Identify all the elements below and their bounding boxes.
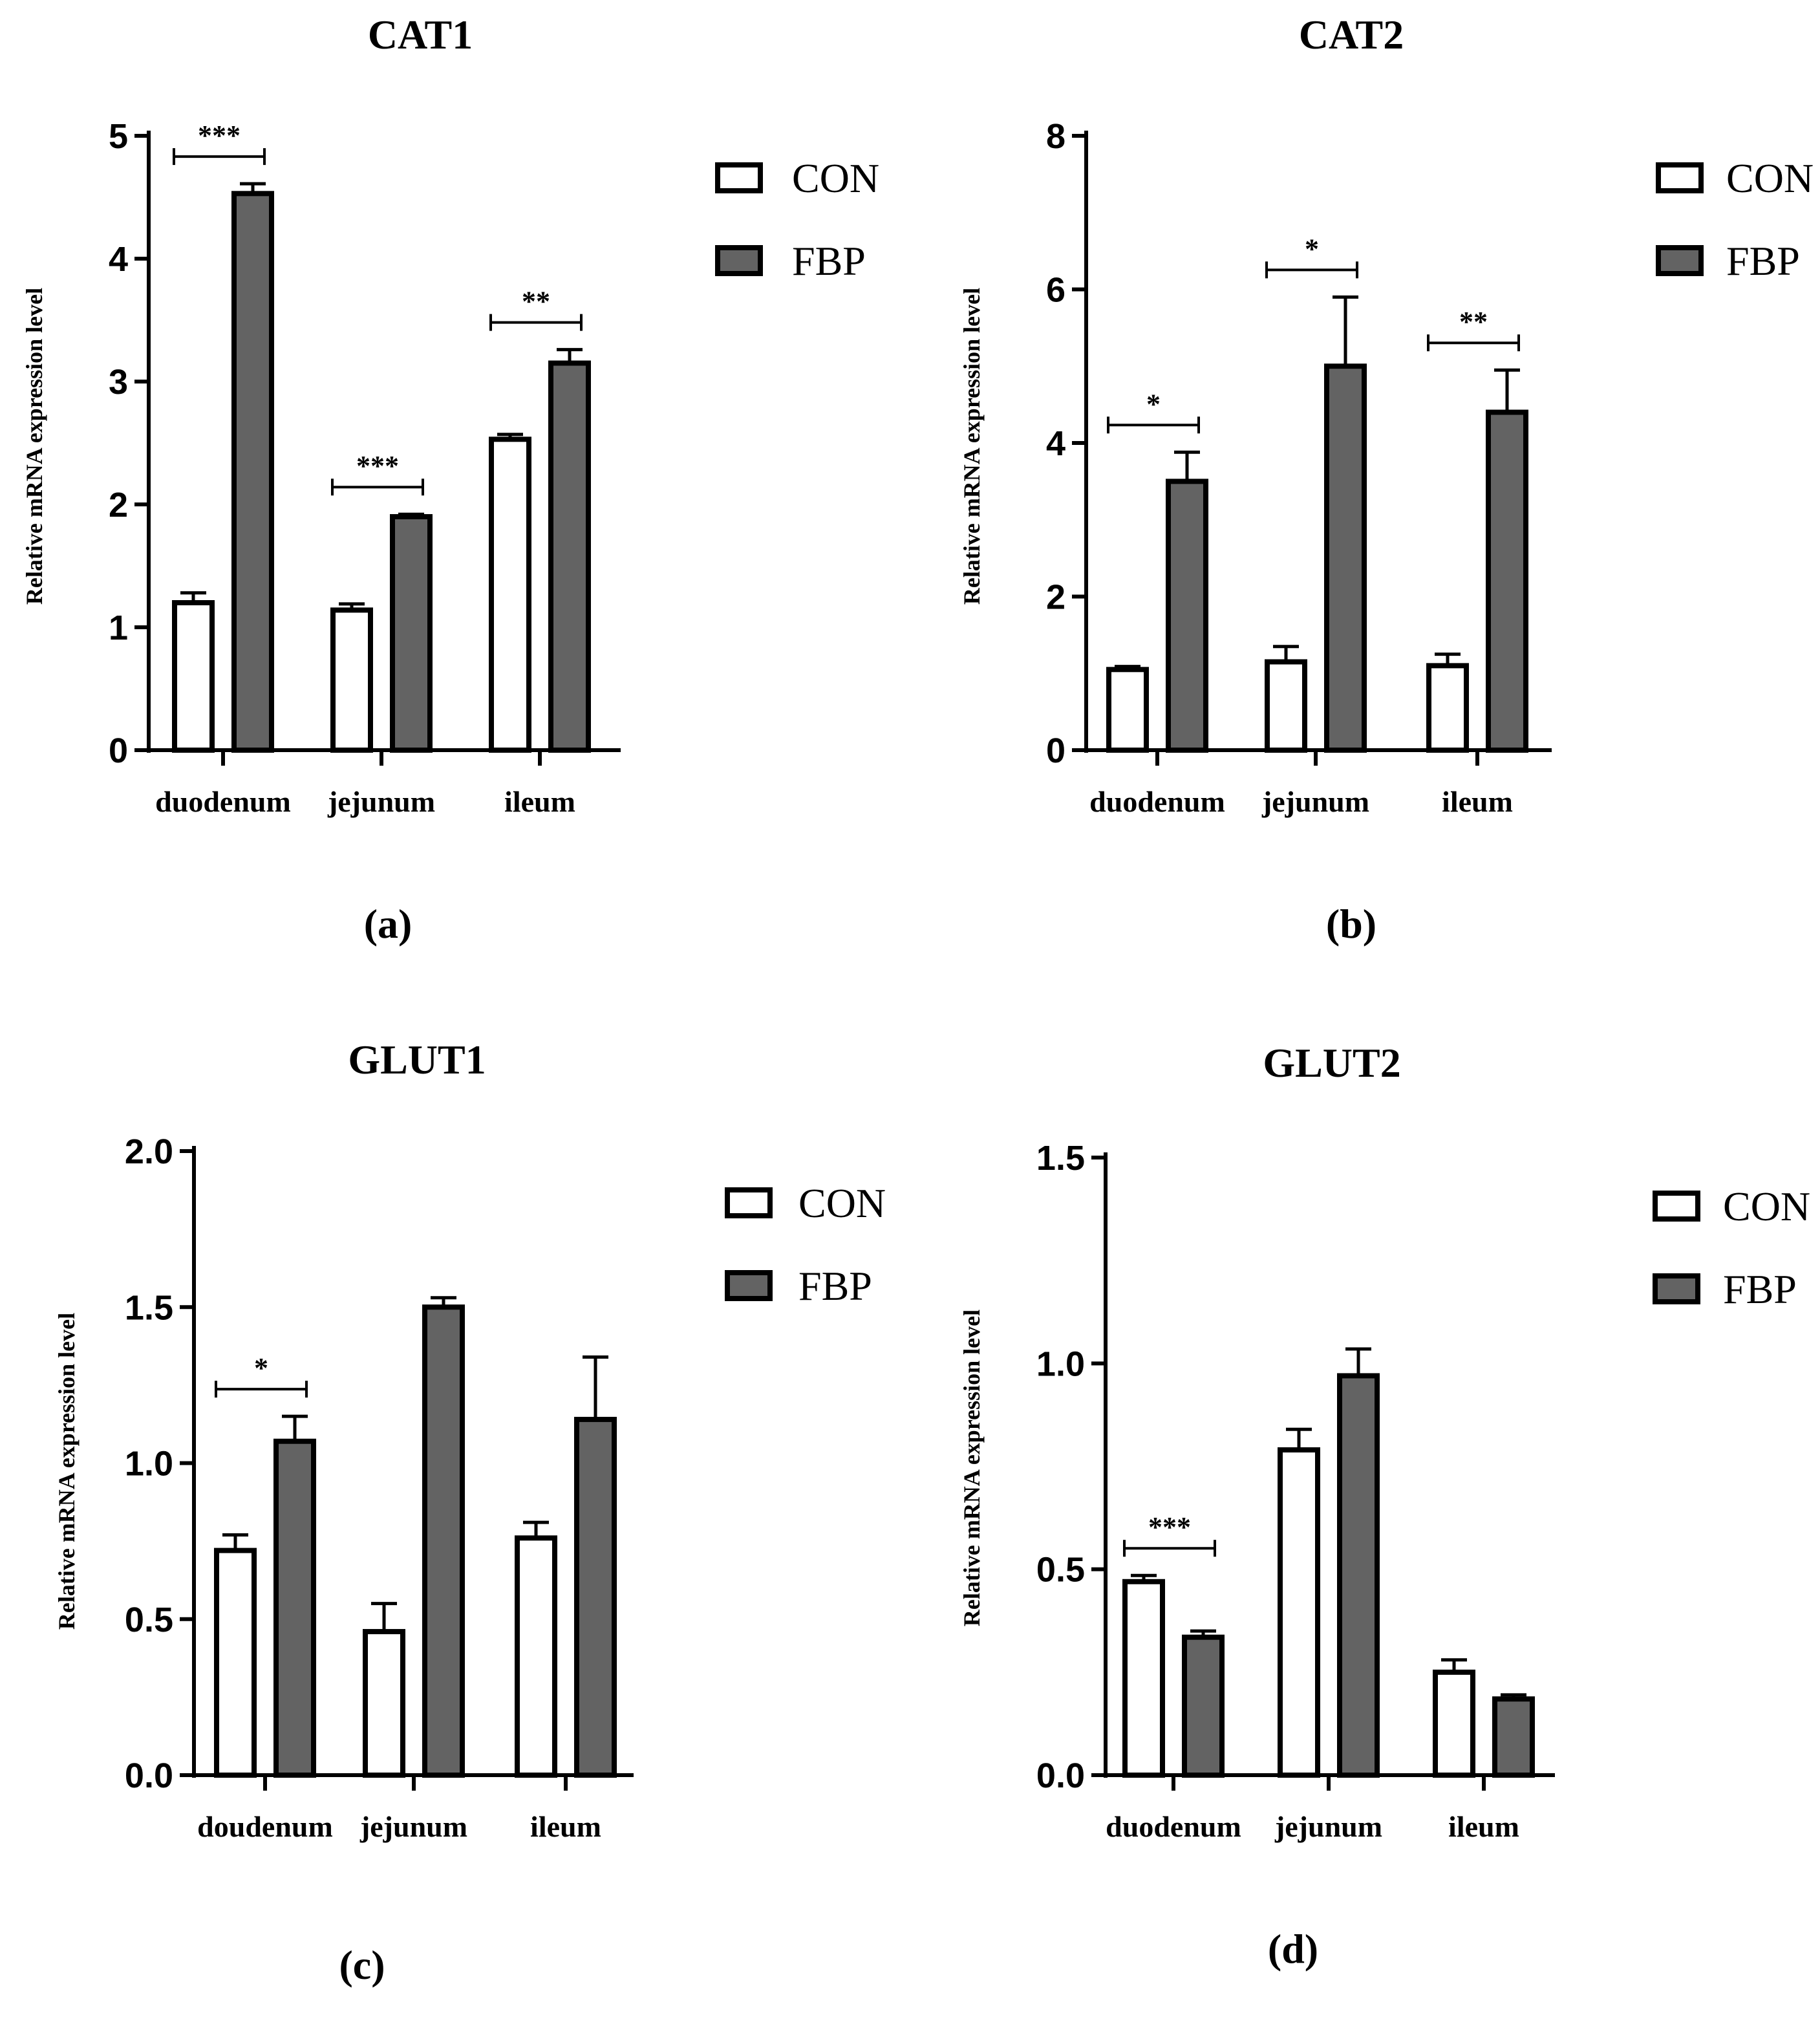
chart-title: CAT2 [1299, 12, 1404, 58]
significance-label: *** [356, 450, 399, 482]
y-tick-label: 0.0 [1036, 1756, 1085, 1795]
legend-swatch-fbp [715, 245, 763, 276]
x-tick-label: ileum [504, 785, 575, 818]
x-tick-label: doudenum [197, 1810, 333, 1843]
y-tick-label: 4 [109, 240, 128, 279]
y-tick-label: 6 [1046, 271, 1065, 310]
y-tick-label: 1.5 [1036, 1139, 1085, 1178]
bar-con [1122, 1579, 1165, 1778]
bar-fbp [1324, 363, 1367, 753]
y-tick-label: 1.5 [125, 1288, 173, 1327]
legend-label-fbp: FBP [798, 1263, 872, 1309]
x-tick-label: ileum [1448, 1810, 1519, 1843]
bar-fbp [273, 1438, 316, 1778]
y-tick-label: 4 [1046, 424, 1065, 463]
x-tick-label: ileum [530, 1810, 601, 1843]
panel-label: (c) [339, 1942, 385, 1988]
legend-swatch-con [715, 162, 763, 193]
y-tick-label: 2.0 [125, 1132, 173, 1171]
bar-con [1433, 1669, 1475, 1778]
y-axis-label: Relative mRNA expression level [959, 1310, 985, 1626]
x-tick-label: jejunum [327, 785, 435, 818]
bar-fbp [574, 1416, 617, 1778]
bar-con [515, 1535, 557, 1778]
bar-fbp [1182, 1634, 1225, 1778]
significance-label: * [1305, 233, 1319, 264]
y-tick-label: 0 [1046, 731, 1065, 770]
x-tick-label: duodenum [1106, 1810, 1241, 1843]
bar-fbp [1337, 1373, 1380, 1778]
y-axis-label: Relative mRNA expression level [21, 288, 47, 605]
significance-label: * [254, 1352, 268, 1384]
y-tick-label: 5 [109, 117, 128, 156]
legend-label-fbp: FBP [792, 238, 866, 284]
panel-label: (b) [1326, 901, 1376, 947]
legend-swatch-con [1656, 162, 1704, 193]
y-tick-label: 1 [109, 609, 128, 647]
bar-fbp [422, 1304, 465, 1778]
x-tick-label: jejunum [359, 1810, 467, 1843]
chart-cat2: CAT2 Relative mRNA expression level 0 2 4 6 8 d… [959, 12, 1814, 947]
chart-title: GLUT2 [1263, 1040, 1400, 1086]
chart-glut2: GLUT2 Relative mRNA expression level 0.0 0.… [959, 1040, 1810, 1972]
y-tick-label: 0 [109, 731, 128, 770]
chart-glut1: GLUT1 Relative mRNA expression level 0.0 0.… [54, 1037, 886, 1988]
chart-title: CAT1 [368, 12, 473, 58]
y-axis-label: Relative mRNA expression level [959, 288, 985, 605]
legend-label-fbp: FBP [1723, 1266, 1797, 1312]
bar-con [1106, 667, 1149, 753]
chart-title: GLUT1 [348, 1037, 486, 1083]
bar-fbp [390, 514, 433, 753]
legend-swatch-fbp [725, 1270, 773, 1301]
bar-con [1265, 659, 1307, 753]
x-tick-label: duodenum [155, 785, 291, 818]
bar-con [330, 607, 373, 753]
legend-label-con: CON [792, 155, 879, 201]
significance-label: *** [1148, 1511, 1191, 1543]
bar-con [1426, 663, 1469, 753]
bar-con [172, 600, 215, 753]
legend-swatch-con [1653, 1191, 1700, 1222]
significance-label: *** [198, 120, 241, 151]
legend-label-con: CON [1726, 155, 1814, 201]
bar-fbp [548, 360, 591, 753]
y-tick-label: 3 [109, 363, 128, 402]
y-tick-label: 2 [1046, 578, 1065, 617]
bar-fbp [1492, 1696, 1535, 1778]
legend-swatch-fbp [1653, 1273, 1700, 1304]
legend-swatch-fbp [1656, 245, 1704, 276]
bar-fbp [1486, 409, 1528, 753]
y-axis-label: Relative mRNA expression level [54, 1313, 80, 1630]
bar-fbp [231, 191, 274, 753]
bar-fbp [1166, 479, 1208, 753]
panel-label: (a) [364, 901, 412, 947]
legend-label-con: CON [1723, 1183, 1810, 1229]
y-tick-label: 0.5 [125, 1601, 173, 1639]
y-tick-label: 1.0 [125, 1445, 173, 1483]
y-tick-label: 0.0 [125, 1756, 173, 1795]
chart-cat1: CAT1 Relative mRNA expression level 0 1 2 3 4 5… [21, 12, 879, 947]
bar-con [214, 1548, 257, 1778]
legend-label-fbp: FBP [1726, 238, 1800, 284]
x-tick-label: ileum [1442, 785, 1513, 818]
y-tick-label: 2 [109, 486, 128, 524]
significance-label: * [1146, 388, 1161, 420]
y-tick-label: 0.5 [1036, 1551, 1085, 1590]
bar-con [1278, 1447, 1320, 1778]
x-tick-label: duodenum [1089, 785, 1225, 818]
y-tick-label: 1.0 [1036, 1344, 1085, 1383]
bar-con [489, 437, 531, 753]
significance-label: ** [1459, 306, 1488, 338]
legend-label-con: CON [798, 1180, 886, 1226]
x-tick-label: jejunum [1261, 785, 1369, 818]
y-tick-label: 8 [1046, 117, 1065, 156]
panel-label: (d) [1268, 1926, 1318, 1972]
bar-con [363, 1629, 405, 1778]
significance-label: ** [522, 286, 550, 318]
x-tick-label: jejunum [1274, 1810, 1382, 1843]
legend-swatch-con [725, 1187, 773, 1218]
